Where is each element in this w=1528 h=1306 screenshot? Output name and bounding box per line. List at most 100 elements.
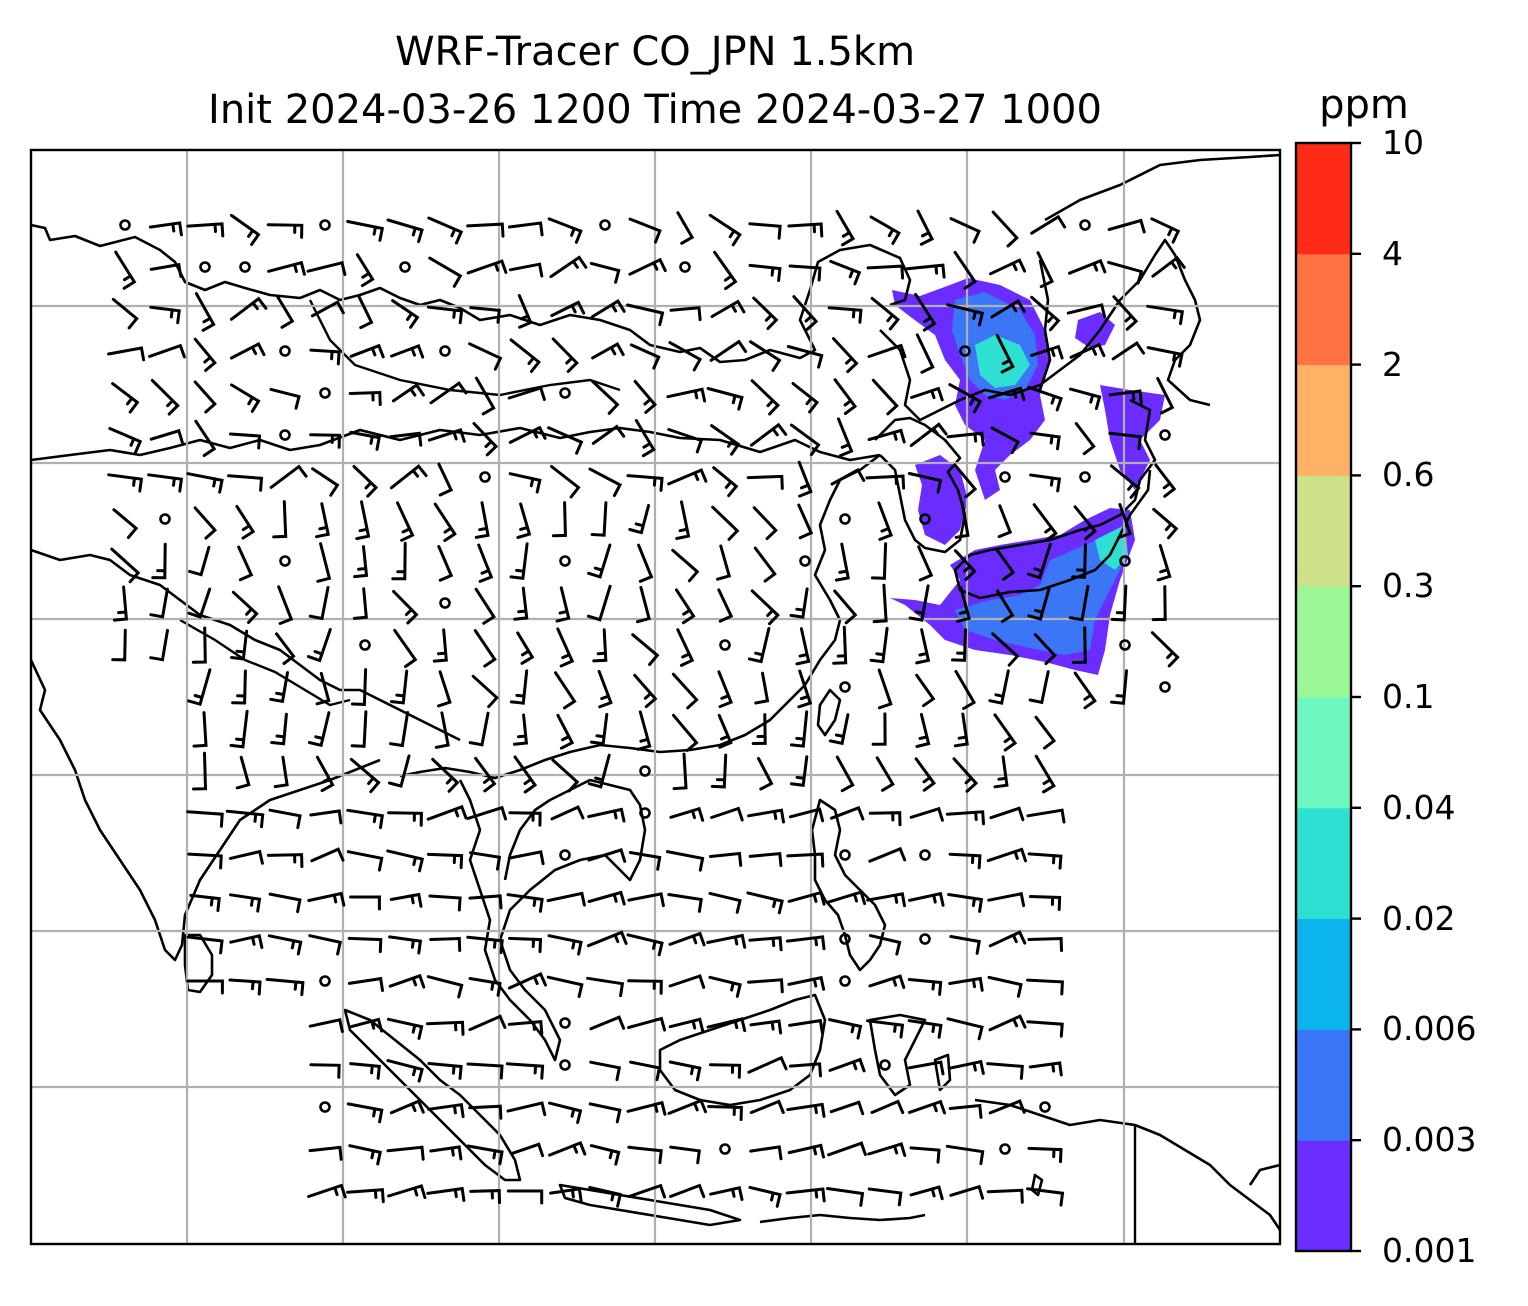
calm-wind-marker (319, 219, 331, 231)
wind-barb (1027, 585, 1051, 621)
wind-barb (191, 626, 207, 664)
wind-barb (990, 298, 1026, 319)
wind-barb (996, 589, 1015, 623)
wind-barb (795, 627, 811, 666)
wind-barb (308, 1145, 343, 1161)
wind-barb (388, 935, 423, 955)
coastline-sumatra (343, 1008, 522, 1182)
coastline-sulawesi (868, 1013, 927, 1097)
wind-barb (265, 977, 305, 997)
wind-barb (433, 502, 457, 542)
wind-barb (747, 808, 785, 824)
wind-barb (269, 387, 301, 410)
wind-barb (1073, 671, 1097, 710)
wind-barb (389, 892, 423, 908)
calm-wind-marker (719, 639, 731, 651)
wind-barb (426, 1186, 466, 1202)
wind-barb (590, 501, 608, 537)
wind-barb (945, 1144, 985, 1166)
wind-barb (1028, 895, 1062, 911)
calm-wind-marker (1119, 555, 1131, 567)
wind-barb (951, 628, 967, 662)
wind-barb (588, 467, 623, 497)
calm-wind-marker (319, 975, 331, 987)
wind-barb (669, 1145, 701, 1165)
wind-barb (506, 1101, 547, 1117)
wind-barb (1026, 1187, 1065, 1207)
colorbar-segment (1296, 1140, 1351, 1252)
calm-wind-marker (479, 471, 491, 483)
wind-barb (468, 1014, 507, 1032)
wind-barb (1110, 584, 1128, 622)
wind-barb (235, 755, 251, 790)
wind-barb (588, 1102, 622, 1124)
wind-barb (349, 430, 381, 451)
calm-wind-marker (1119, 639, 1131, 651)
wind-barb (349, 1062, 381, 1080)
wind-barb (591, 379, 620, 415)
wind-barb (1026, 1020, 1064, 1038)
wind-barb (666, 387, 707, 403)
wind-barb (469, 851, 502, 871)
wind-barb (427, 1062, 463, 1080)
wind-barb (277, 585, 294, 625)
wind-barb (870, 296, 901, 331)
wind-barb (466, 1144, 504, 1166)
wind-barb (307, 711, 331, 748)
colorbar-tick-label: 0.003 (1382, 1120, 1477, 1160)
wind-barb (636, 585, 651, 624)
wind-barb (587, 848, 627, 863)
wind-barb (589, 1144, 621, 1166)
wind-barb (272, 500, 288, 539)
wind-barb (914, 292, 937, 332)
wind-barb (787, 222, 824, 238)
wind-barb (547, 217, 583, 244)
wind-barb (626, 1100, 667, 1116)
wind-barb (149, 628, 169, 662)
wind-barb (348, 1144, 382, 1166)
wind-barb (752, 506, 778, 541)
wind-barb (309, 809, 343, 825)
wind-barb (1027, 936, 1063, 952)
wind-barb (1029, 473, 1062, 493)
wind-barb (428, 256, 463, 288)
colorbar-unit: ppm (1319, 82, 1409, 128)
border-mongolia (308, 299, 621, 397)
wind-barb (826, 1187, 865, 1207)
wind-barb (1026, 542, 1052, 580)
wind-barb (230, 629, 249, 661)
wind-barb (507, 221, 544, 237)
wind-barb (389, 464, 428, 490)
wind-barb (306, 628, 332, 663)
wind-barb (107, 473, 144, 493)
colorbar-segment (1296, 143, 1351, 255)
wind-barb (392, 589, 419, 625)
wind-barb (797, 460, 813, 498)
wind-barb (551, 337, 579, 373)
wind-barb (868, 846, 907, 863)
border-china-india (179, 618, 351, 707)
wind-barb (750, 379, 781, 416)
map-frame (29, 148, 1282, 1246)
calm-wind-marker (279, 429, 291, 441)
calm-wind-marker (599, 219, 611, 231)
wind-barb (786, 345, 824, 369)
calm-wind-marker (999, 1143, 1011, 1155)
wind-barb (710, 753, 728, 789)
wind-barb (989, 258, 1027, 276)
calm-wind-marker (1159, 681, 1171, 693)
wind-barb (187, 587, 212, 619)
wind-barb (668, 341, 703, 372)
wind-barb (391, 299, 420, 329)
wind-barb (468, 1104, 503, 1120)
wind-barb (915, 712, 931, 748)
wind-barb (627, 892, 665, 908)
wind-barb (387, 754, 411, 788)
calm-wind-marker (919, 513, 931, 525)
wind-barb (871, 378, 899, 416)
wind-barb (192, 711, 208, 748)
wind-barb (717, 670, 734, 709)
wind-barb (194, 292, 216, 332)
wind-barb (396, 501, 415, 542)
